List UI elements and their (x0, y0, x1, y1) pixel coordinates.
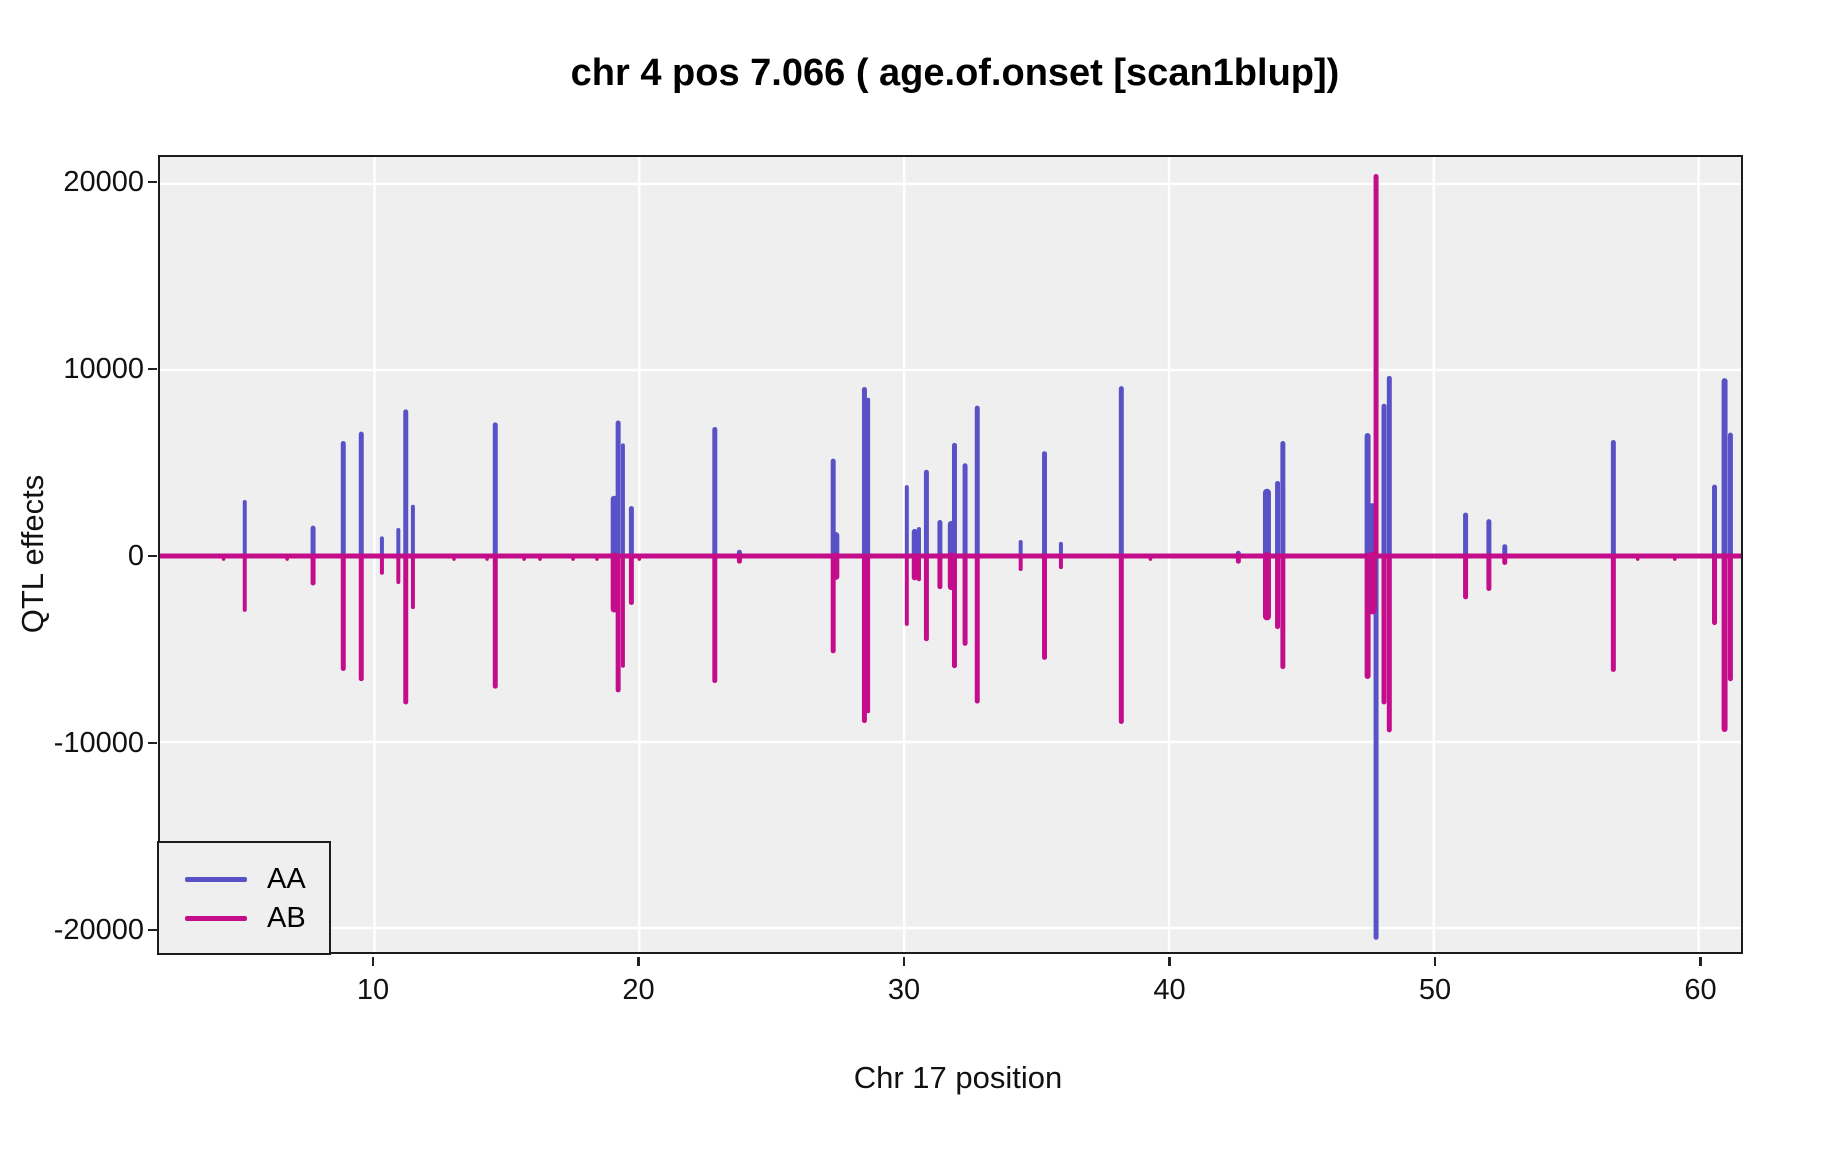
y-tick-mark (148, 928, 157, 932)
x-tick-label: 30 (887, 974, 921, 1006)
y-tick-mark (148, 367, 157, 371)
x-tick-label: 40 (1153, 974, 1186, 1006)
plot-panel (158, 155, 1743, 954)
x-tick-label: 20 (622, 974, 655, 1006)
y-axis-title: QTL effects (15, 474, 50, 634)
x-tick-mark (1433, 957, 1437, 966)
y-tick-mark (148, 554, 157, 558)
legend-line-ab (185, 916, 247, 921)
plot-canvas (160, 157, 1741, 952)
legend-row-aa: AA (159, 860, 329, 898)
x-tick-mark (902, 957, 906, 966)
x-tick-label: 60 (1684, 974, 1717, 1006)
x-axis-title: Chr 17 position (853, 1060, 1063, 1095)
x-tick-mark (371, 957, 375, 966)
legend-label-aa: AA (267, 863, 306, 895)
y-tick-label: 20000 (63, 166, 144, 199)
x-tick-mark (1699, 957, 1702, 966)
x-tick-mark (1168, 957, 1171, 966)
legend-row-ab: AB (159, 899, 329, 937)
y-tick-label: 0 (127, 539, 144, 572)
chart-title: chr 4 pos 7.066 ( age.of.onset [scan1blu… (570, 52, 1340, 94)
y-tick-mark (148, 741, 157, 745)
y-tick-label: -10000 (53, 726, 144, 759)
y-tick-mark (148, 180, 157, 184)
y-tick-label: 10000 (63, 353, 144, 386)
x-tick-label: 10 (356, 974, 390, 1006)
x-tick-label: 50 (1418, 974, 1452, 1006)
legend-label-ab: AB (267, 902, 306, 934)
legend-line-aa (185, 877, 247, 882)
x-tick-mark (637, 957, 640, 966)
y-tick-label: -20000 (53, 913, 144, 946)
legend-box: AA AB (157, 841, 331, 955)
